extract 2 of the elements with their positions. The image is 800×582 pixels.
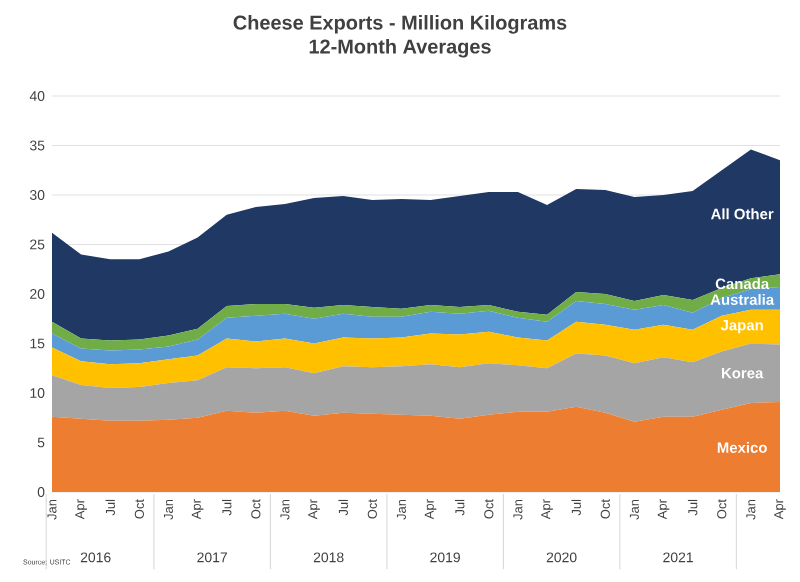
chart-title: Cheese Exports - Million Kilograms [233,15,567,34]
chart-subtitle: 12-Month Averages [309,38,491,58]
